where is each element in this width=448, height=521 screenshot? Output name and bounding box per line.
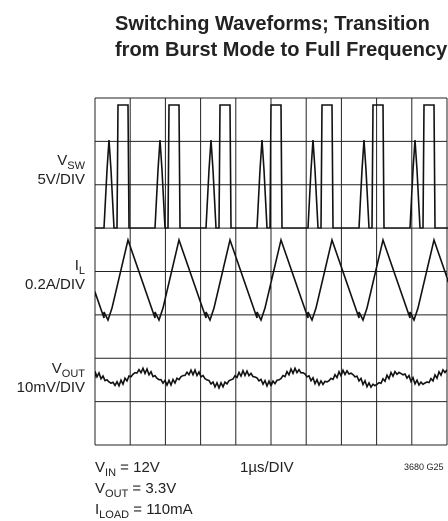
waveforms (95, 104, 448, 391)
condition: VOUT = 3.3V (95, 480, 176, 500)
il-trace (95, 237, 448, 323)
condition-rest: = 110mA (129, 501, 193, 518)
condition-rest: = 3.3V (128, 480, 176, 497)
channel-name-main: V (52, 360, 62, 377)
channel-name-sub: OUT (62, 368, 86, 380)
condition-main: V (95, 480, 105, 497)
channel-name-main: V (57, 152, 67, 169)
channel-name-main: I (75, 257, 79, 274)
title-line: Switching Waveforms; Transition (115, 13, 430, 35)
channel-name-sub: SW (67, 160, 85, 172)
condition: ILOAD = 110mA (95, 501, 193, 521)
vsw-trace (95, 104, 448, 229)
condition-sub: IN (105, 467, 116, 479)
channel-scale: 0.2A/DIV (25, 276, 85, 293)
channel-scale: 5V/DIV (37, 171, 85, 188)
figure-id: 3680 G25 (404, 462, 444, 472)
condition-sub: LOAD (99, 509, 129, 521)
channel-name: VOUT (52, 360, 86, 380)
condition-main: V (95, 459, 105, 476)
condition: VIN = 12V (95, 459, 160, 479)
condition-main: I (95, 501, 99, 518)
title-line: from Burst Mode to Full Frequency (115, 39, 448, 61)
channel-name: IL (75, 257, 85, 277)
channel-name-sub: L (79, 265, 85, 277)
timebase: 1µs/DIV (240, 459, 294, 476)
condition-rest: = 12V (116, 459, 160, 476)
vout-trace (95, 366, 448, 391)
channel-scale: 10mV/DIV (17, 379, 85, 396)
condition-sub: OUT (105, 488, 129, 500)
channel-name: VSW (57, 152, 85, 172)
